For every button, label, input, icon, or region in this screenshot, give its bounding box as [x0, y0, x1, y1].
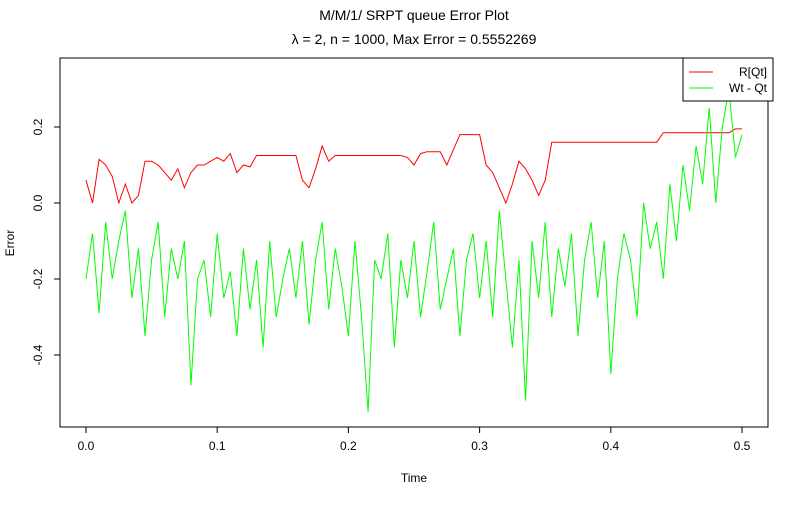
x-tick-label: 0.3 [471, 439, 488, 453]
legend-label: R[Qt] [739, 65, 767, 79]
data-line [85, 88, 743, 413]
legend-box [682, 57, 774, 102]
y-tick-label: 0.2 [31, 118, 45, 135]
plot-frame [59, 57, 769, 428]
x-axis-label: Time [401, 471, 428, 485]
y-axis-label: Error [3, 230, 17, 257]
chart-subtitle: λ = 2, n = 1000, Max Error = 0.5552269 [292, 31, 537, 47]
x-tick-label: 0.5 [734, 439, 751, 453]
data-line [85, 128, 743, 205]
x-tick-label: 0.4 [602, 439, 619, 453]
x-tick-label: 0.1 [209, 439, 226, 453]
x-tick-label: 0.2 [340, 439, 357, 453]
x-tick-label: 0.0 [78, 439, 95, 453]
legend-label: Wt - Qt [729, 81, 768, 95]
chart-title: M/M/1/ SRPT queue Error Plot [319, 7, 509, 23]
y-tick-label: -0.2 [31, 268, 45, 289]
y-tick-label: -0.4 [31, 344, 45, 365]
y-tick-label: 0.0 [31, 194, 45, 211]
